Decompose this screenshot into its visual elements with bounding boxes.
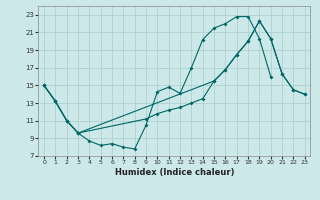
X-axis label: Humidex (Indice chaleur): Humidex (Indice chaleur) [115,168,234,177]
